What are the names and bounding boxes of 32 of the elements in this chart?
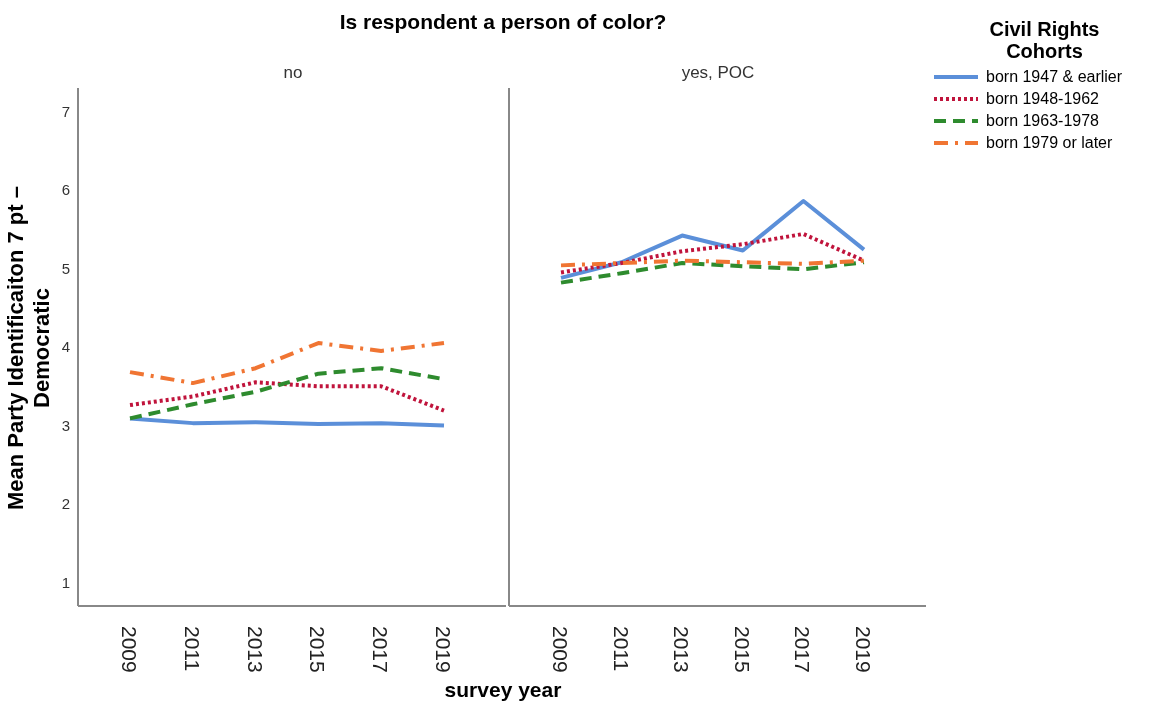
line-series — [128, 341, 446, 386]
x-tick-label: 2011 — [180, 626, 204, 672]
line-series — [128, 380, 446, 413]
y-axis-title: Mean Party Identificaiton 7 pt – Democratic — [3, 185, 55, 512]
y-tick-label: 7 — [61, 102, 70, 120]
x-tick-label: 2017 — [369, 626, 393, 673]
x-axis-title: survey year — [443, 678, 563, 702]
legend-label: born 1948-1962 — [986, 90, 1099, 108]
x-tick-label: 2009 — [549, 626, 572, 673]
legend-label: born 1979 or later — [986, 134, 1113, 152]
x-tick-label: 2015 — [306, 626, 330, 673]
legend-label: born 1963-1978 — [986, 112, 1099, 130]
chart-subtitle: no — [282, 63, 304, 83]
x-tick-label: 2009 — [118, 626, 141, 673]
legend-label: born 1947 & earlier — [986, 68, 1123, 86]
x-tick-label: 2019 — [432, 626, 455, 673]
y-tick-label: 6 — [61, 181, 70, 199]
x-tick-label: 2019 — [852, 626, 875, 673]
legend-title: Civil Rights Cohorts — [988, 18, 1101, 62]
chart-subtitle: yes, POC — [680, 63, 756, 83]
y-tick-label: 4 — [61, 338, 70, 356]
x-tick-label: 2015 — [730, 626, 754, 673]
x-tick-label: 2013 — [670, 626, 694, 673]
x-tick-label: 2011 — [609, 626, 633, 672]
line-series — [128, 416, 446, 428]
chart-title: Is respondent a person of color? — [338, 10, 668, 34]
x-tick-label: 2013 — [243, 626, 267, 673]
y-tick-label: 5 — [61, 259, 70, 277]
y-tick-label: 1 — [61, 573, 70, 591]
y-tick-label: 2 — [61, 495, 70, 513]
y-tick-label: 3 — [61, 416, 70, 434]
x-tick-label: 2017 — [791, 626, 815, 673]
